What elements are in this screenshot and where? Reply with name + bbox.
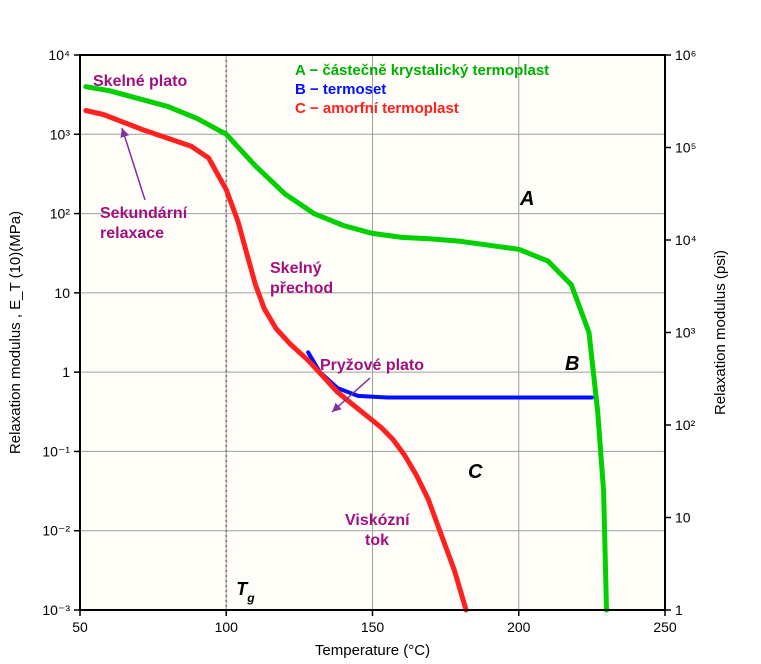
svg-text:10⁶: 10⁶ [675, 47, 696, 63]
svg-text:10²: 10² [50, 206, 71, 222]
svg-text:Relaxation modulus , E_T (10)(: Relaxation modulus , E_T (10)(MPa) [7, 211, 24, 454]
svg-text:Temperature (°C): Temperature (°C) [315, 642, 430, 659]
relaxation-modulus-chart: 50 100 150 200 250 10⁻³ 10⁻² 10⁻¹ 1 10 10² 10³ 10⁴ 1 1… [0, 0, 761, 664]
svg-text:Sekundární: Sekundární [100, 205, 188, 222]
svg-text:10⁵: 10⁵ [675, 140, 696, 156]
svg-text:200: 200 [507, 619, 531, 635]
svg-text:10⁻²: 10⁻² [42, 523, 70, 539]
svg-text:A: A [519, 188, 534, 210]
svg-text:10: 10 [54, 285, 70, 301]
svg-text:C − amorfní termoplast: C − amorfní termoplast [295, 100, 459, 117]
svg-text:relaxace: relaxace [100, 225, 164, 242]
svg-text:C: C [468, 461, 483, 483]
svg-text:B: B [565, 353, 579, 375]
svg-text:přechod: přechod [270, 280, 333, 297]
svg-text:Skelné plato: Skelné plato [93, 73, 187, 90]
svg-text:150: 150 [361, 619, 385, 635]
svg-text:10⁻³: 10⁻³ [42, 602, 70, 618]
svg-text:B − termoset: B − termoset [295, 81, 386, 98]
svg-text:Viskózní: Viskózní [345, 512, 410, 529]
svg-text:10⁻¹: 10⁻¹ [42, 443, 70, 459]
svg-text:250: 250 [653, 619, 677, 635]
svg-text:10²: 10² [675, 417, 696, 433]
svg-text:tok: tok [365, 532, 389, 549]
svg-text:10³: 10³ [50, 126, 71, 142]
svg-text:10: 10 [675, 510, 691, 526]
svg-text:Skelný: Skelný [270, 260, 322, 277]
svg-text:50: 50 [72, 619, 88, 635]
svg-text:A − částečně krystalický termo: A − částečně krystalický termoplast [295, 62, 549, 79]
svg-text:10³: 10³ [675, 325, 696, 341]
svg-text:Pryžové plato: Pryžové plato [320, 357, 424, 374]
svg-text:1: 1 [62, 364, 70, 380]
svg-text:1: 1 [675, 602, 683, 618]
svg-text:10⁴: 10⁴ [48, 47, 70, 63]
chart-svg: 50 100 150 200 250 10⁻³ 10⁻² 10⁻¹ 1 10 10² 10³ 10⁴ 1 1… [0, 0, 761, 664]
svg-text:100: 100 [215, 619, 239, 635]
svg-text:10⁴: 10⁴ [675, 232, 697, 248]
svg-text:Relaxation modulus (psi): Relaxation modulus (psi) [712, 250, 729, 415]
